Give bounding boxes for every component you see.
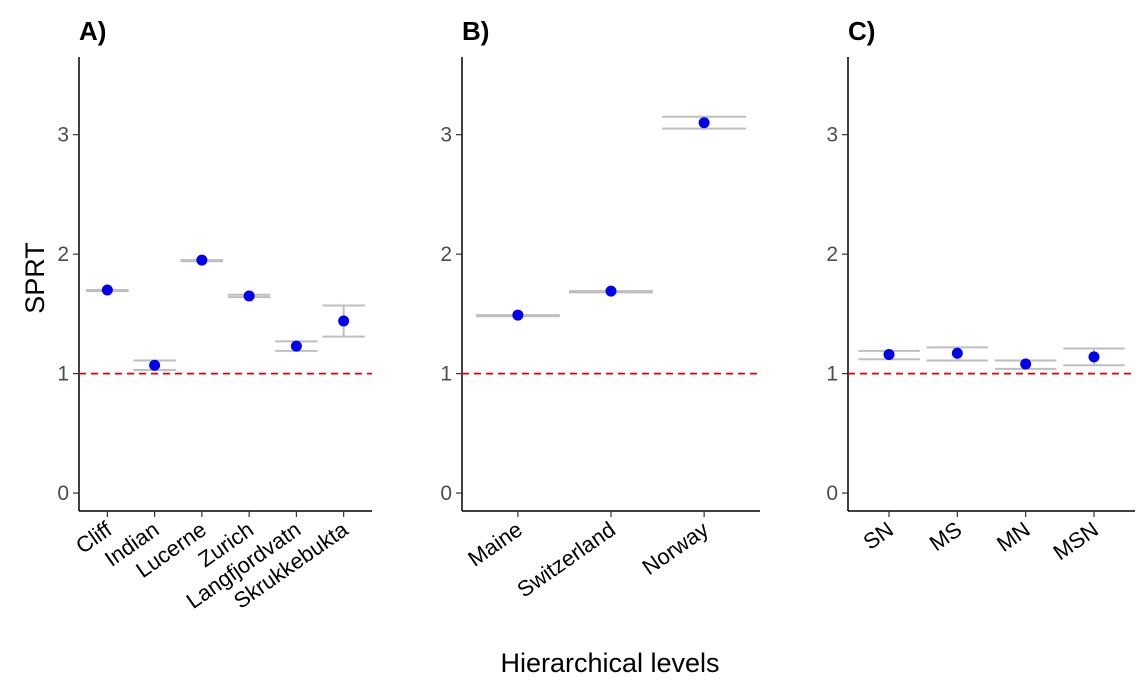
y-tick-label: 1 (440, 363, 452, 386)
x-tick-label: MS (925, 517, 966, 556)
panel-label: C) (848, 16, 875, 46)
data-point (1020, 358, 1032, 370)
x-tick-label: Maine (463, 517, 526, 572)
x-tick-label: SN (858, 517, 897, 555)
y-tick-label: 1 (57, 363, 69, 386)
data-point (883, 348, 895, 360)
data-point (338, 315, 350, 327)
y-tick-label: 3 (440, 124, 452, 147)
panel-1: A)0123CliffIndianLucerneZurichLangfjordv… (57, 16, 372, 614)
data-point (196, 254, 208, 266)
data-point (290, 340, 302, 352)
y-tick-label: 0 (57, 482, 69, 505)
data-point (951, 347, 963, 359)
data-point (698, 117, 710, 129)
y-tick-label: 0 (440, 482, 452, 505)
data-point (149, 359, 161, 371)
y-tick-label: 2 (826, 243, 838, 266)
y-tick-label: 2 (440, 243, 452, 266)
x-tick-label: MN (992, 517, 1034, 557)
y-tick-label: 2 (57, 243, 69, 266)
data-point (243, 290, 255, 302)
y-tick-label: 3 (57, 124, 69, 147)
x-tick-label: MSN (1048, 517, 1102, 566)
panel-label: A) (79, 16, 106, 46)
x-axis-title: Hierarchical levels (500, 648, 719, 678)
panel-label: B) (462, 16, 489, 46)
data-point (1088, 351, 1100, 363)
y-tick-label: 1 (826, 363, 838, 386)
y-axis-title: SPRT (20, 242, 50, 314)
y-tick-label: 0 (826, 482, 838, 505)
data-point (605, 285, 617, 297)
x-tick-label: Switzerland (512, 517, 619, 603)
data-point (101, 284, 113, 296)
panel-3: C) 0 1 2 3 SN MS MN MSN (826, 16, 1135, 565)
y-tick-label: 3 (826, 124, 838, 147)
x-tick-label: Norway (638, 517, 713, 580)
data-point (512, 309, 524, 321)
